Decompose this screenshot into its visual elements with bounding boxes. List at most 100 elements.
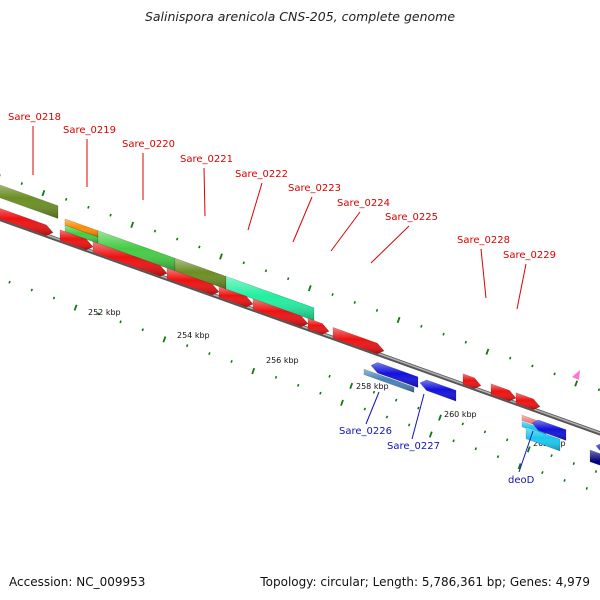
inner-tick-major xyxy=(73,304,78,311)
gene-label[interactable]: Sare_0227 xyxy=(387,441,440,452)
gene-label[interactable]: Sare_0229 xyxy=(503,250,556,261)
gene-label[interactable]: deoD xyxy=(508,475,535,486)
gene-label[interactable]: Sare_0218 xyxy=(8,112,61,123)
inner-tick-minor xyxy=(97,312,100,316)
inner-tick-minor xyxy=(395,398,398,402)
reverse-gene-arrow-shading xyxy=(532,420,566,441)
outer-tick-major xyxy=(41,189,46,197)
gene-label[interactable]: Sare_0222 xyxy=(235,169,288,180)
outer-tick-minor xyxy=(464,340,467,344)
forward-gene-arrow-shading xyxy=(167,268,219,295)
forward-gene-arrow-shading xyxy=(491,383,516,401)
cog-segment-shading xyxy=(522,421,546,436)
inner-tick-minor xyxy=(594,470,598,473)
cog-segment-shading xyxy=(65,218,98,237)
outer-tick-minor xyxy=(242,261,245,265)
cog-segment-shading xyxy=(98,230,175,271)
outer-tick-minor xyxy=(420,324,423,328)
outer-tick-minor xyxy=(375,308,379,312)
gene-label[interactable]: Sare_0219 xyxy=(63,125,116,136)
inner-tick-major xyxy=(438,414,442,421)
inner-tick-minor xyxy=(541,471,544,474)
outer-tick-minor xyxy=(287,277,290,281)
outer-tick-minor xyxy=(264,269,268,273)
outer-tick-minor xyxy=(20,182,23,185)
gene-label-leader xyxy=(480,248,487,299)
outer-tick-minor xyxy=(176,237,179,241)
outer-tick-minor xyxy=(442,332,445,336)
reverse-gene-arrow-shading xyxy=(420,379,456,402)
outer-tick-major xyxy=(574,380,579,387)
inner-tick-minor xyxy=(119,320,122,324)
forward-gene-arrow-shading xyxy=(333,327,384,354)
gene-label[interactable]: Sare_0224 xyxy=(337,198,390,209)
gene-label[interactable]: Sare_0225 xyxy=(385,212,438,223)
inner-tick-minor xyxy=(452,439,455,443)
inner-tick-minor xyxy=(372,390,376,394)
inner-tick-minor xyxy=(461,422,464,426)
inner-tick-minor xyxy=(483,430,487,434)
reverse-gene-arrow-shading xyxy=(596,443,600,451)
inner-tick-minor xyxy=(30,288,33,292)
inner-tick-minor xyxy=(363,407,366,411)
feature-marker[interactable] xyxy=(572,370,580,380)
forward-gene-arrow-shading xyxy=(93,241,167,277)
gene-label-leader xyxy=(203,167,206,217)
inner-tick-minor xyxy=(474,447,477,451)
outer-tick-minor xyxy=(353,301,356,304)
inner-tick-minor xyxy=(8,280,11,284)
gene-label[interactable]: Sare_0223 xyxy=(288,183,341,194)
gene-label[interactable]: Sare_0226 xyxy=(339,426,392,437)
gene-label-leader xyxy=(365,391,380,425)
inner-tick-minor xyxy=(506,438,509,442)
outer-tick-minor xyxy=(198,245,201,249)
cog-segment-shading xyxy=(364,369,414,393)
outer-tick-minor xyxy=(553,372,556,376)
outer-tick-major xyxy=(396,316,401,324)
inner-tick-minor xyxy=(274,375,278,379)
outer-tick-minor xyxy=(87,205,90,209)
position-tick-label: 252 kbp xyxy=(88,308,121,317)
outer-tick-minor xyxy=(531,364,534,368)
gene-label[interactable]: Sare_0221 xyxy=(180,154,233,165)
inner-tick-major xyxy=(251,367,256,375)
inner-tick-minor xyxy=(408,423,411,427)
reverse-gene-arrow-shading xyxy=(371,362,418,388)
inner-tick-minor xyxy=(230,360,233,363)
inner-tick-minor xyxy=(319,391,322,395)
outer-tick-major xyxy=(219,253,223,260)
gene-label-leader xyxy=(518,430,534,473)
gene-label-leader xyxy=(247,182,263,231)
inner-tick-major xyxy=(517,463,522,470)
forward-gene-arrow-shading xyxy=(463,373,481,389)
outer-tick-major xyxy=(485,348,490,355)
outer-tick-major xyxy=(307,285,312,292)
inner-tick-minor xyxy=(141,328,144,332)
gene-label-leader xyxy=(292,196,313,243)
inner-tick-major xyxy=(349,382,354,390)
outer-tick-minor xyxy=(331,293,334,297)
forward-gene-arrow-shading xyxy=(516,392,540,410)
outer-tick-minor xyxy=(109,213,112,217)
inner-tick-major xyxy=(428,431,433,438)
inner-tick-minor xyxy=(550,454,553,458)
inner-tick-minor xyxy=(52,296,56,300)
accession-text: Accession: NC_009953 xyxy=(9,575,146,589)
gene-label[interactable]: Sare_0228 xyxy=(457,235,510,246)
inner-tick-minor xyxy=(496,455,500,459)
inner-tick-minor xyxy=(297,383,300,387)
outer-tick-major xyxy=(130,221,135,228)
outer-tick-minor xyxy=(153,229,157,233)
inner-tick-minor xyxy=(417,406,420,410)
cog-segment-shading xyxy=(65,225,98,244)
gene-label[interactable]: Sare_0220 xyxy=(122,139,175,150)
position-tick-label: 258 kbp xyxy=(356,382,389,391)
outer-tick-minor xyxy=(65,197,68,201)
gene-label-leader xyxy=(330,211,361,252)
inner-tick-minor xyxy=(563,479,566,482)
inner-tick-minor xyxy=(186,344,189,348)
cog-segment-shading xyxy=(175,258,226,290)
outer-tick-minor xyxy=(597,388,600,392)
